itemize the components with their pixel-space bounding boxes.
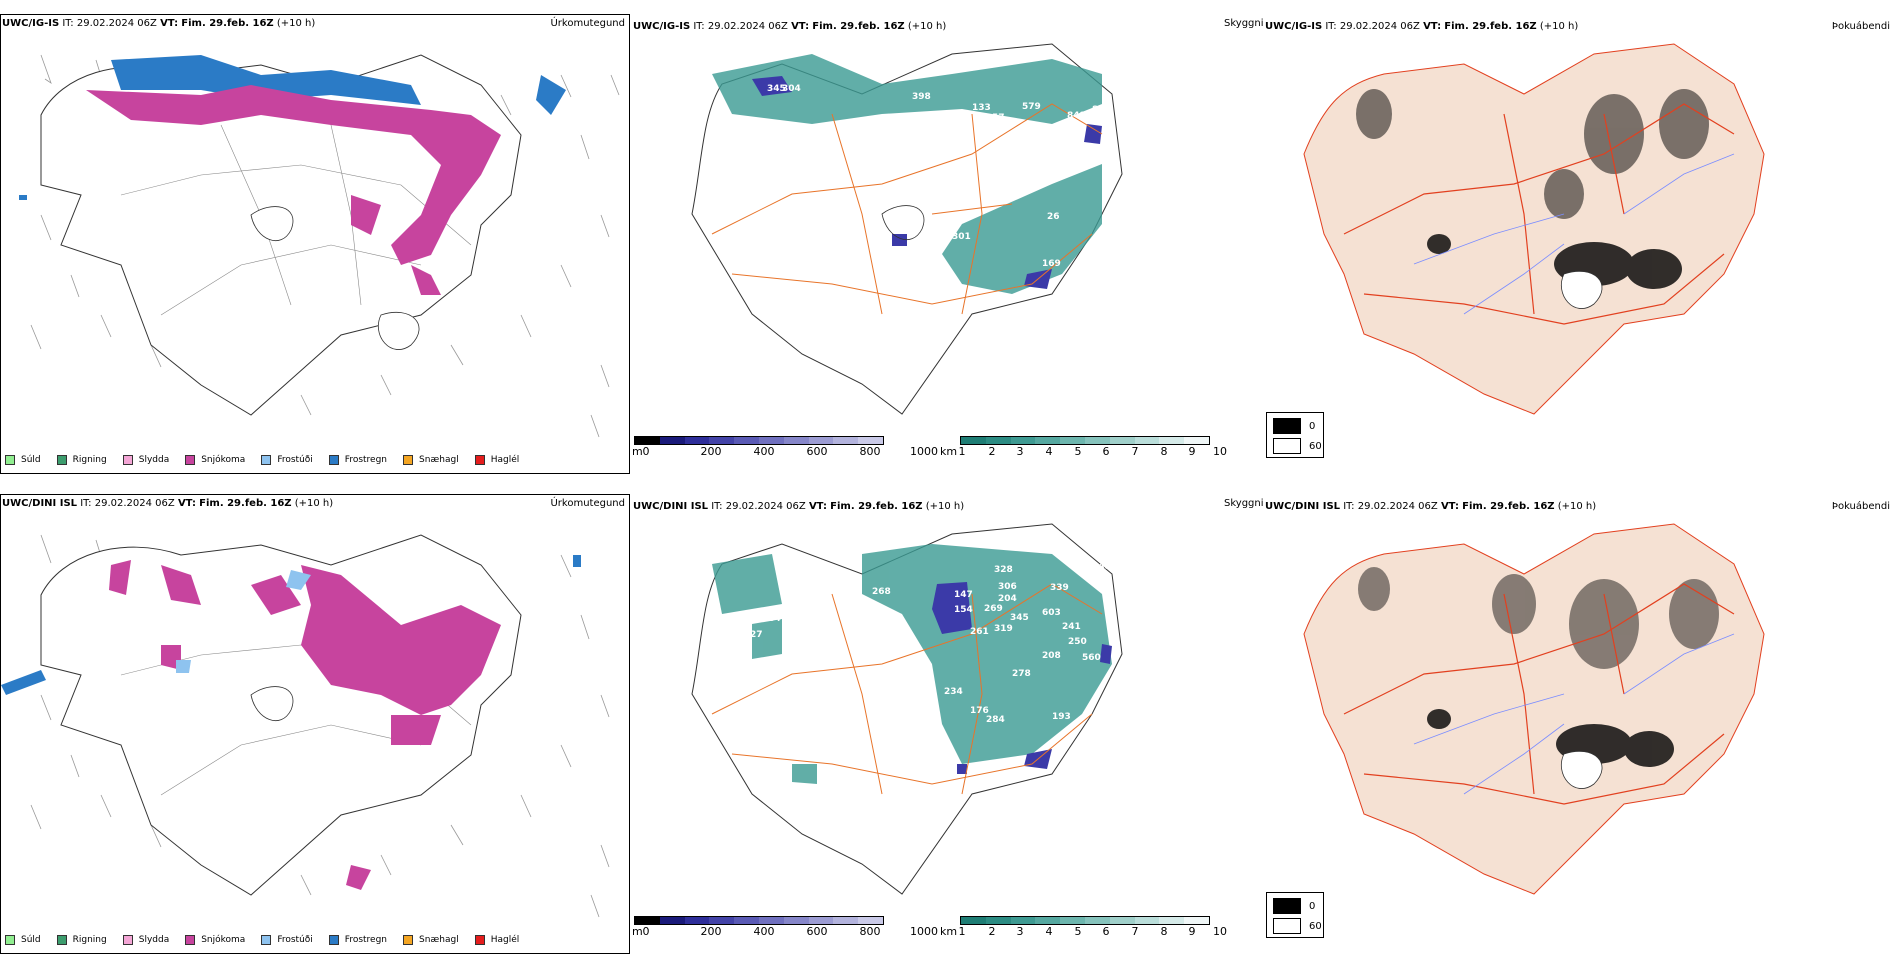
precip-panel-top: UWC/IG-IS IT: 29.02.2024 06Z VT: Fim. 29…	[0, 14, 630, 474]
svg-text:26: 26	[1047, 212, 1060, 222]
svg-text:169: 169	[1042, 259, 1061, 269]
svg-text:484: 484	[762, 614, 781, 624]
svg-text:147: 147	[954, 590, 973, 600]
panel-header: UWC/DINI ISL IT: 29.02.2024 06Z VT: Fim.…	[2, 498, 334, 509]
precip-panel-bottom: UWC/DINI ISL IT: 29.02.2024 06Z VT: Fim.…	[0, 494, 630, 954]
svg-text:148: 148	[1144, 135, 1163, 145]
svg-text:579: 579	[1022, 102, 1041, 112]
ceiling-colorbar: m 0 200 400 600 800 1000	[632, 916, 938, 938]
legend-item: Snæhagl	[403, 935, 459, 945]
panel-title: Úrkomutegund	[550, 498, 625, 509]
svg-text:28: 28	[1142, 669, 1155, 679]
precip-legend: Súld Rigning Slydda Snjókoma Frostúði Fr…	[5, 455, 535, 465]
svg-text:24: 24	[1102, 240, 1115, 250]
cloud-legend-top: 0 60	[1266, 412, 1324, 458]
svg-text:304: 304	[782, 84, 801, 94]
legend-item: Frostúði	[261, 455, 313, 465]
panel-header: UWC/IG-IS IT: 29.02.2024 06Z VT: Fim. 29…	[633, 21, 947, 32]
panel-title: Úrkomutegund	[550, 18, 625, 29]
svg-text:560: 560	[1082, 653, 1101, 663]
svg-text:548: 548	[1092, 562, 1111, 572]
svg-text:193: 193	[1052, 712, 1071, 722]
svg-text:306: 306	[998, 582, 1017, 592]
panel-title: Skyggni	[1224, 18, 1264, 29]
ceiling-colorbar: m 0 200 400 600 800 1000	[632, 436, 938, 458]
svg-text:131: 131	[1137, 152, 1156, 162]
visibility-panel-bottom: UWC/DINI ISL IT: 29.02.2024 06Z VT: Fim.…	[632, 494, 1264, 954]
svg-text:27: 27	[750, 630, 763, 640]
legend-item: Snjókoma	[185, 935, 245, 945]
visibility-labels: 548 328 339 306 204 147 154 269 345 603 261 31…	[750, 562, 1169, 726]
svg-text:486: 486	[1144, 617, 1163, 627]
svg-text:284: 284	[986, 715, 1005, 725]
precip-map-top	[19, 54, 620, 438]
svg-text:269: 269	[984, 604, 1003, 614]
cloud-panel-top: UWC/IG-IS IT: 29.02.2024 06Z VT: Fim. 29…	[1264, 14, 1894, 474]
panel-header: UWC/DINI ISL IT: 29.02.2024 06Z VT: Fim.…	[1265, 501, 1597, 512]
svg-text:603: 603	[1042, 608, 1061, 618]
svg-text:848: 848	[1067, 111, 1086, 121]
legend-item: Snjókoma	[185, 455, 245, 465]
svg-text:339: 339	[1050, 583, 1069, 593]
panel-title: Þokuábendi	[1831, 501, 1890, 512]
svg-text:154: 154	[954, 605, 973, 615]
panel-header: UWC/IG-IS IT: 29.02.2024 06Z VT: Fim. 29…	[1265, 21, 1579, 32]
precip-map-bottom	[1, 534, 610, 918]
svg-text:602: 602	[1122, 109, 1141, 119]
svg-text:241: 241	[1062, 622, 1081, 632]
legend-item: Snæhagl	[403, 455, 459, 465]
svg-text:261: 261	[970, 627, 989, 637]
legend-item: Haglél	[474, 455, 519, 465]
svg-text:204: 204	[998, 594, 1017, 604]
svg-text:145: 145	[1110, 263, 1129, 273]
legend-item: Frostregn	[328, 455, 387, 465]
visibility-panel-top: UWC/IG-IS IT: 29.02.2024 06Z VT: Fim. 29…	[632, 14, 1264, 474]
svg-text:884: 884	[1092, 105, 1111, 115]
svg-text:176: 176	[970, 706, 989, 716]
svg-text:345: 345	[1122, 603, 1141, 613]
svg-text:234: 234	[944, 687, 963, 697]
panel-title: Þokuábendi	[1831, 21, 1890, 32]
svg-text:250: 250	[1068, 637, 1087, 647]
visibility-map-bottom: 548 328 339 306 204 147 154 269 345 603 261 31…	[691, 523, 1169, 895]
svg-text:328: 328	[994, 565, 1013, 575]
svg-text:319: 319	[994, 624, 1013, 634]
svg-text:319: 319	[1127, 167, 1146, 177]
cloud-map-bottom	[1303, 523, 1765, 895]
cloud-panel-bottom: UWC/DINI ISL IT: 29.02.2024 06Z VT: Fim.…	[1264, 494, 1894, 954]
legend-item: Rigning	[56, 455, 107, 465]
panel-title: Skyggni	[1224, 498, 1264, 509]
panel-header: UWC/IG-IS IT: 29.02.2024 06Z VT: Fim. 29…	[2, 18, 316, 29]
cloud-legend-bottom: 0 60	[1266, 892, 1324, 938]
svg-text:398: 398	[912, 92, 931, 102]
svg-text:301: 301	[952, 232, 971, 242]
legend-item: Slydda	[122, 455, 169, 465]
svg-text:133: 133	[972, 103, 991, 113]
legend-item: Slydda	[122, 935, 169, 945]
svg-text:278: 278	[1012, 669, 1031, 679]
legend-item: Frostúði	[261, 935, 313, 945]
legend-item: Súld	[5, 935, 41, 945]
svg-text:137: 137	[1094, 716, 1113, 726]
svg-text:208: 208	[1042, 651, 1061, 661]
cloud-map-top	[1303, 43, 1765, 415]
svg-text:345: 345	[1010, 613, 1029, 623]
legend-item: Haglél	[474, 935, 519, 945]
precip-legend: Súld Rigning Slydda Snjókoma Frostúði Fr…	[5, 935, 535, 945]
svg-text:17: 17	[1156, 653, 1169, 663]
legend-item: Súld	[5, 455, 41, 465]
svg-text:268: 268	[872, 587, 891, 597]
svg-text:57: 57	[992, 113, 1005, 123]
legend-item: Frostregn	[328, 935, 387, 945]
panel-header: UWC/DINI ISL IT: 29.02.2024 06Z VT: Fim.…	[633, 501, 965, 512]
legend-item: Rigning	[56, 935, 107, 945]
svg-text:345: 345	[767, 84, 786, 94]
